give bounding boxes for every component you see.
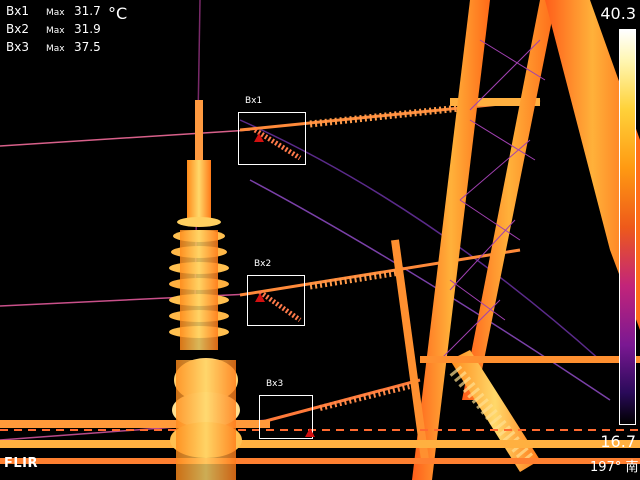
measurement-value: 31.7 bbox=[74, 4, 101, 18]
measurement-kind: Max bbox=[46, 8, 65, 18]
scale-min-value: 16.7 bbox=[600, 432, 636, 451]
measurement-kind: Max bbox=[46, 26, 65, 36]
diagonal-support bbox=[391, 239, 429, 461]
measurement-label: Bx2 bbox=[6, 22, 29, 36]
diagonal-insulator-right bbox=[449, 350, 540, 472]
thin-wires bbox=[0, 0, 611, 441]
measurement-box-bx1[interactable] bbox=[238, 112, 306, 165]
measurement-box-bx2[interactable] bbox=[247, 275, 305, 326]
measurement-box-label: Bx3 bbox=[266, 379, 284, 389]
flir-logo: FLIR bbox=[4, 456, 39, 471]
large-post-right bbox=[545, 0, 640, 330]
measurement-box-bx3[interactable] bbox=[259, 395, 313, 439]
measurement-row-bx1: Bx1 Max 31.7 bbox=[6, 4, 101, 22]
measurement-row-bx3: Bx3 Max 37.5 bbox=[6, 40, 101, 58]
hotspot-marker bbox=[305, 428, 315, 437]
measurement-kind: Max bbox=[46, 44, 65, 54]
measurement-label: Bx1 bbox=[6, 4, 29, 18]
scale-max-value: 40.3 bbox=[600, 4, 636, 23]
insulator-string-bottom bbox=[261, 378, 421, 424]
hotspot-marker bbox=[255, 293, 265, 302]
measurement-label: Bx3 bbox=[6, 40, 29, 54]
measurement-value: 37.5 bbox=[74, 40, 101, 54]
measurement-value: 31.9 bbox=[74, 22, 101, 36]
hotspot-marker bbox=[254, 133, 264, 142]
insulator-string-middle bbox=[239, 248, 521, 323]
temperature-colorbar bbox=[619, 29, 636, 425]
compass-heading: 197° 南 bbox=[590, 460, 639, 475]
measurement-box-label: Bx1 bbox=[245, 96, 263, 106]
temperature-unit: °C bbox=[108, 4, 128, 23]
horizontal-busbars bbox=[0, 356, 640, 464]
bushing-insulator bbox=[169, 100, 242, 480]
measurement-row-bx2: Bx2 Max 31.9 bbox=[6, 22, 101, 40]
measurement-box-label: Bx2 bbox=[254, 259, 272, 269]
